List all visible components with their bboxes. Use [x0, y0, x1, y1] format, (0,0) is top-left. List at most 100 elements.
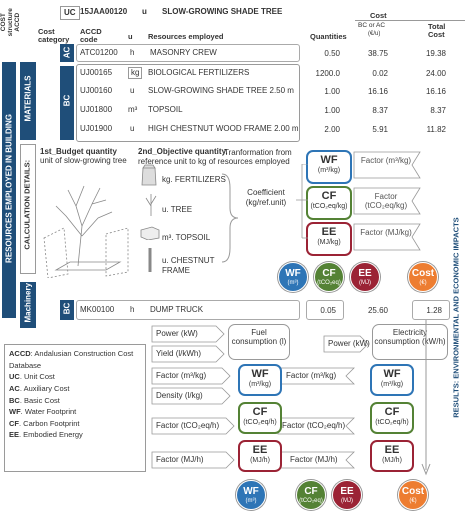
wf-result-circle-bottom: WF (m³)	[236, 480, 266, 510]
materials-qty-3: 2.00	[324, 125, 340, 134]
machinery-code: MK00100	[80, 305, 115, 314]
ac-row	[76, 44, 300, 62]
cost-header: Cost	[370, 11, 387, 20]
cost-header-rule	[355, 20, 465, 21]
budget-quantity-desc: unit of slow-growing tree	[40, 156, 127, 165]
ac-name: MASONRY CREW	[150, 48, 217, 57]
electricity-consumption-box: Electricity consumption (kW/h)	[372, 324, 448, 360]
uc-row	[60, 4, 310, 18]
ac-cost: 38.75	[367, 49, 388, 58]
materials-bc-tag: BC	[60, 66, 74, 140]
cf-factor-materials: Factor (tCO₂eq/kg)	[364, 192, 408, 211]
machinery-power2: Power (kW)	[328, 339, 370, 348]
objective-quantity-title: 2nd_Objective quantity.	[138, 147, 228, 156]
total-cost-header: Total Cost	[428, 22, 446, 39]
legend-item-ee: EE. Embodied Energy	[9, 430, 83, 440]
materials-cost-3: 5.91	[372, 125, 388, 134]
machinery-ee-factor-left: Factor (MJ/h)	[156, 455, 204, 464]
ee-factor-materials: Factor (MJ/kg)	[360, 228, 412, 237]
wf-factor-materials: Factor (m³/kg)	[360, 156, 412, 165]
cost-category-header: Cost category	[38, 27, 70, 44]
topsoil-icon	[140, 226, 160, 240]
calc-details-bar: CALCULATION DETAILS:	[20, 144, 36, 274]
cost-result-circle-top: Cost (€)	[408, 262, 438, 292]
accd-code-header: ACCD code	[80, 27, 102, 44]
calc-item-topsoil: m³. TOPSOIL	[162, 233, 211, 242]
machinery-cost: 25.60	[367, 306, 388, 315]
cf-box-materials: CF (tCO₂eq/kg)	[306, 186, 352, 220]
cf-result-circle-top: CF (tCO₂eq)	[314, 262, 344, 292]
machinery-qty: 0.05	[320, 306, 336, 315]
calc-item-tree: u. TREE	[162, 205, 193, 214]
materials-table	[76, 64, 300, 142]
ee-result-circle-top: EE (MJ)	[350, 262, 380, 292]
quantities-header: Quantities	[310, 32, 347, 41]
wf-box-fuel: WF (m³/kg)	[238, 364, 282, 396]
objective-quantity-desc: Tranformation from reference unit to kg …	[138, 148, 292, 167]
machinery-bar: Machinery	[20, 282, 36, 328]
machinery-total: 1.28	[426, 306, 442, 315]
ac-code: ATC01200	[80, 48, 118, 57]
connector-lines-materials	[296, 164, 308, 239]
machinery-wf-factor-left: Factor (m³/kg)	[156, 371, 207, 380]
frame-icon	[148, 248, 152, 272]
materials-total-0: 24.00	[425, 69, 446, 78]
materials-cost-1: 16.16	[367, 87, 388, 96]
legend-item-cf: CF. Carbon Footprint	[9, 418, 80, 428]
uc-unit: u	[142, 7, 147, 16]
factor-arrows-materials	[353, 151, 421, 251]
machinery-yield: Yield (l/kWh)	[156, 349, 202, 358]
uc-tag: UC	[60, 6, 80, 20]
bc-ac-header: BC or AC	[358, 22, 386, 29]
materials-qty-0: 1200.0	[315, 69, 340, 78]
legend-item-accd: ACCD: Andalusian Construction Cost Datab…	[9, 349, 134, 370]
legend-item-bc: BC. Basic Cost	[9, 395, 60, 405]
tree-sketch	[43, 185, 129, 278]
budget-quantity-title: 1st_Budget quantity	[40, 147, 117, 156]
calc-item-fertilizers: kg. FERTILIZERS	[162, 175, 226, 184]
uc-code: 15JAA00120	[80, 7, 128, 16]
machinery-bc-tag: BC	[60, 300, 74, 320]
uc-name: SLOW-GROWING SHADE TREE	[162, 7, 283, 16]
cf-result-circle-bottom: CF (tCO₂eq)	[296, 480, 326, 510]
resources-header: Resources employed	[148, 32, 224, 41]
bag-icon	[141, 164, 157, 186]
ee-box-materials: EE (MJ/kg)	[306, 222, 352, 256]
resources-bar: RESOURCES EMPLOYED IN BUILDING	[2, 62, 16, 318]
machinery-total-box	[412, 300, 450, 320]
cost-structure-label: COST structure ACCD	[0, 8, 21, 37]
materials-qty-2: 1.00	[324, 106, 340, 115]
materials-total-2: 8.37	[430, 106, 446, 115]
materials-cost-2: 8.37	[372, 106, 388, 115]
wf-result-circle-top: WF (m³)	[278, 262, 308, 292]
legend-item-ac: AC. Auxiliary Cost	[9, 383, 70, 393]
cf-box-fuel: CF (tCO₂eq/h)	[238, 402, 282, 434]
machinery-power: Power (kW)	[156, 329, 198, 338]
calc-item-frame: u. CHESTNUT FRAME	[162, 256, 215, 275]
fuel-consumption-box: Fuel consumption (l)	[228, 324, 290, 360]
cost-result-circle-bottom: Cost (€)	[398, 480, 428, 510]
wf-box-electricity: WF (m³/kg)	[370, 364, 414, 396]
materials-total-3: 11.82	[426, 125, 446, 134]
materials-bar: MATERIALS	[20, 62, 36, 140]
tree-icon	[145, 194, 157, 216]
legend-item-wf: WF. Water Footprint	[9, 407, 77, 417]
brace-connector	[221, 173, 239, 263]
unit-cost-header: (€/u)	[368, 31, 381, 37]
cf-box-electricity: CF (tCO₂eq/h)	[370, 402, 414, 434]
ac-qty: 0.50	[324, 49, 340, 58]
machinery-row	[76, 300, 300, 320]
machinery-ee-factor-right: Factor (MJ/h)	[290, 455, 338, 464]
machinery-arrows	[151, 325, 369, 469]
legend-item-uc: UC. Unit Cost	[9, 372, 55, 382]
machinery-density: Density (l/kg)	[156, 391, 203, 400]
cost-flow-arrow	[421, 320, 431, 476]
machinery-cf-factor-right: Factor (tCO₂eq/h)	[282, 421, 346, 430]
ee-result-circle-bottom: EE (MJ)	[332, 480, 362, 510]
machinery-qty-box	[306, 300, 344, 320]
ac-tag: AC	[60, 44, 74, 62]
machinery-wf-factor-right: Factor (m³/kg)	[286, 371, 337, 380]
ee-box-fuel: EE (MJ/h)	[238, 440, 282, 472]
machinery-name: DUMP TRUCK	[150, 305, 204, 314]
machinery-cf-factor-left: Factor (tCO₂eq/h)	[156, 421, 220, 430]
